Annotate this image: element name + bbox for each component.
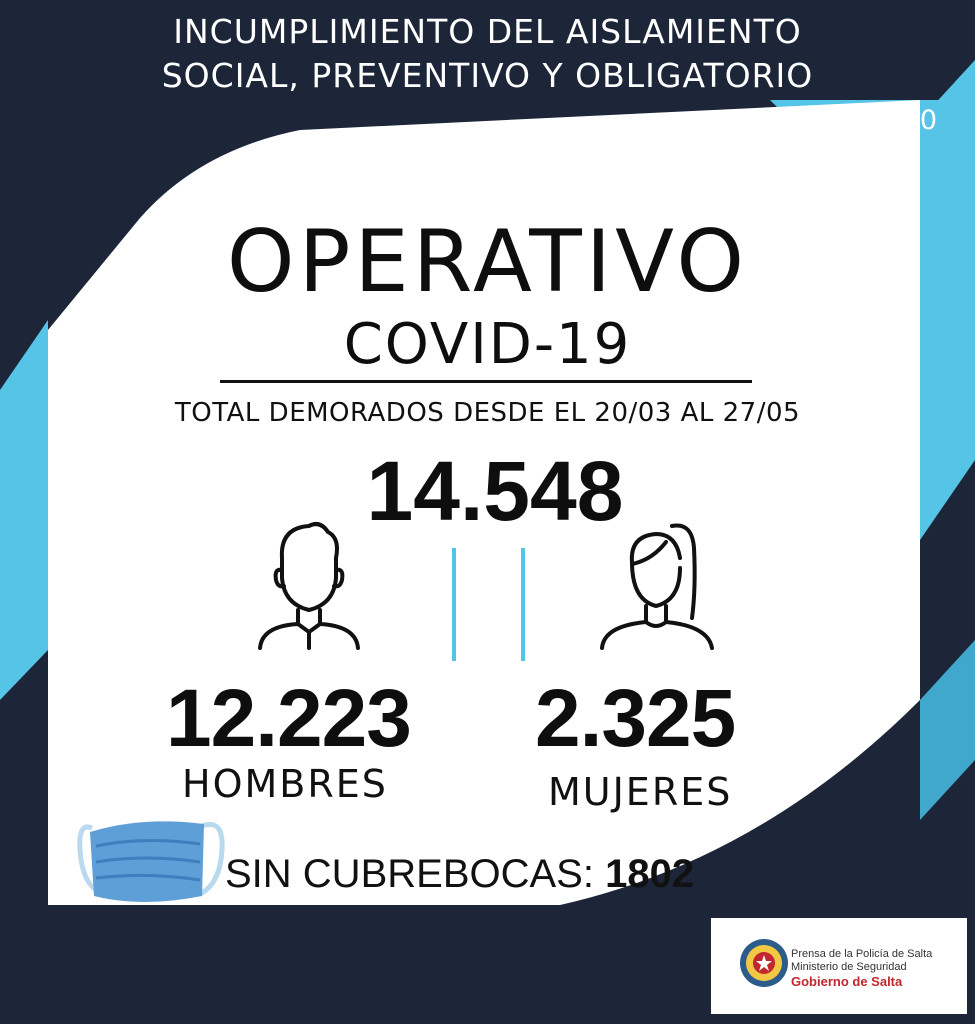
mask-separator: : (582, 852, 594, 896)
mask-label: SIN CUBREBOCAS (225, 852, 583, 896)
men-label: HOMBRES (182, 762, 388, 806)
header-title-line1: INCUMPLIMIENTO DEL AISLAMIENTO (173, 12, 802, 51)
woman-icon (600, 523, 714, 650)
mask-count: 1802 (605, 852, 695, 896)
footer-line1: Prensa de la Policía de Salta (791, 948, 933, 960)
separator-line-left (452, 548, 456, 661)
footer-logo: Prensa de la Policía de Salta Ministerio… (711, 918, 967, 1014)
men-count: 12.223 (166, 673, 412, 764)
title-divider (220, 380, 752, 383)
header-title-line2: SOCIAL, PREVENTIVO Y OBLIGATORIO (161, 56, 814, 95)
mask-stat: SIN CUBREBOCAS: 1802 (225, 852, 694, 897)
face-mask-icon (77, 821, 225, 902)
government-seal-icon (740, 939, 788, 987)
total-label: TOTAL DEMORADOS DESDE EL 20/03 AL 27/05 (174, 398, 801, 428)
footer-line2: Ministerio de Seguridad (791, 961, 907, 973)
women-count: 2.325 (535, 673, 736, 764)
man-icon (258, 522, 360, 650)
footer-line3: Gobierno de Salta (791, 974, 903, 989)
year-badge: 2020 (868, 105, 937, 136)
main-title: OPERATIVO (226, 212, 749, 312)
separator-line-right (521, 548, 525, 661)
main-subtitle: COVID-19 (343, 312, 632, 377)
header-title: INCUMPLIMIENTO DEL AISLAMIENTO SOCIAL, P… (0, 10, 975, 98)
total-value: 14.548 (366, 444, 624, 538)
women-label: MUJERES (548, 770, 733, 814)
